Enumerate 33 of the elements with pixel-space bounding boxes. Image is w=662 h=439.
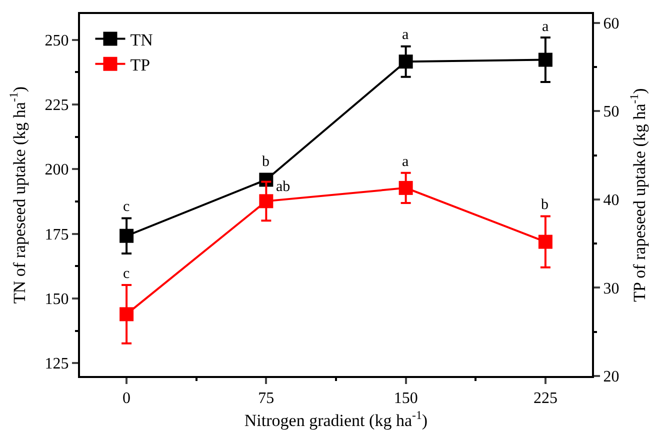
annotation: b — [262, 154, 270, 170]
annotation: ab — [276, 179, 290, 195]
y-tick-label: 200 — [44, 162, 69, 179]
y-tick-label: 225 — [44, 97, 69, 114]
x-tick-label: 225 — [533, 390, 558, 408]
x-tick-label: 0 — [122, 390, 131, 408]
legend-label: TP — [130, 56, 150, 75]
point — [120, 307, 134, 322]
point — [398, 180, 413, 195]
y-tick-label: 250 — [44, 32, 69, 50]
y2-tick-label: 20 — [603, 368, 620, 386]
y-tick-label: 150 — [44, 291, 69, 308]
point — [259, 194, 274, 208]
annotation: b — [541, 197, 548, 213]
point — [398, 54, 413, 69]
x-tick-label: 75 — [258, 390, 274, 408]
y2-tick-label: 60 — [603, 15, 620, 32]
annotation: a — [542, 19, 549, 35]
y2-tick-label: 40 — [603, 192, 620, 210]
y-tick-label: 125 — [44, 356, 69, 373]
legend-label: TN — [130, 30, 153, 50]
x-tick-label: 150 — [394, 390, 418, 408]
annotation: c — [123, 199, 130, 215]
point — [538, 52, 552, 67]
y-tick-label: 175 — [44, 226, 69, 244]
point — [120, 228, 134, 243]
annotation: a — [402, 154, 409, 170]
y2-tick-label: 30 — [603, 280, 620, 298]
y2-tick-label: 50 — [603, 104, 620, 121]
point — [538, 234, 552, 249]
annotation: a — [402, 27, 409, 43]
x-axis-title: Nitrogen gradient (kg ha$^{-1}$) — [244, 408, 428, 430]
annotation: c — [123, 266, 130, 282]
